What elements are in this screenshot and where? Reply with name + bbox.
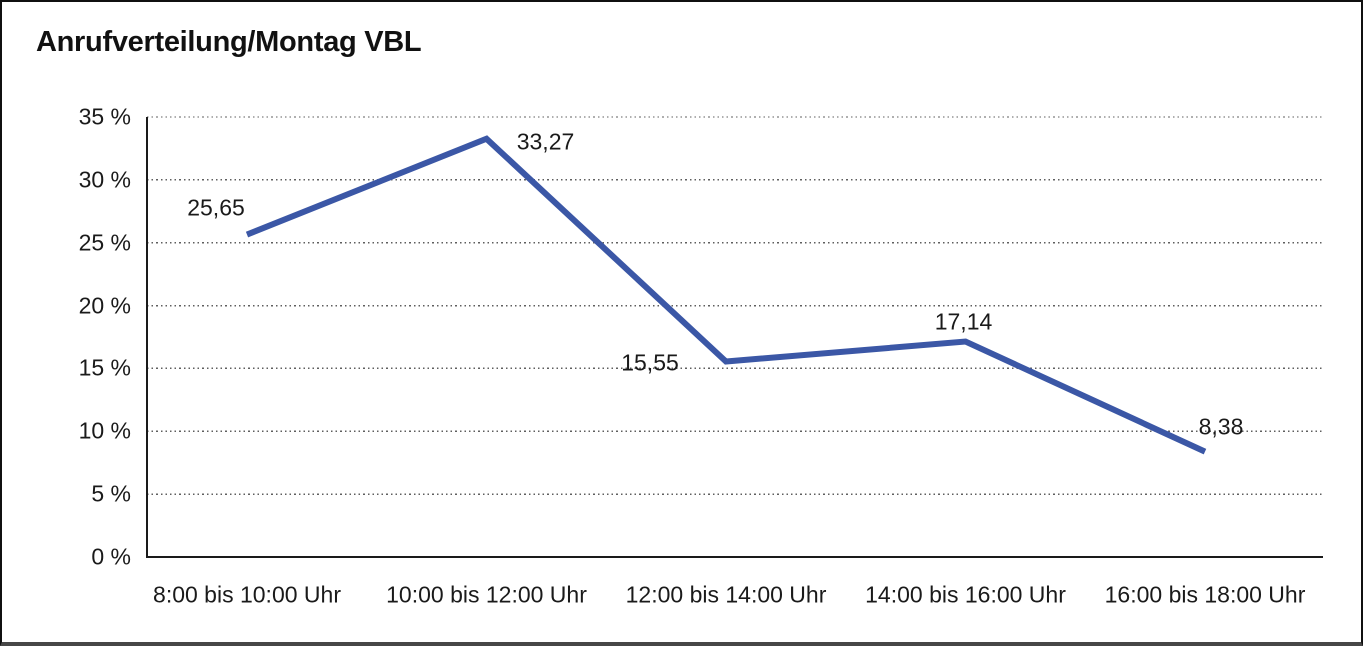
y-axis-tick-label: 35 % bbox=[78, 103, 131, 130]
y-axis-tick-label: 25 % bbox=[78, 229, 131, 256]
x-axis-category-label: 12:00 bis 14:00 Uhr bbox=[625, 581, 827, 607]
y-axis-tick-label: 5 % bbox=[91, 480, 131, 507]
y-axis-tick-label: 20 % bbox=[78, 292, 131, 319]
x-axis-category-label: 8:00 bis 10:00 Uhr bbox=[153, 581, 341, 607]
y-axis-tick-label: 0 % bbox=[91, 543, 131, 570]
data-point-label: 25,65 bbox=[187, 194, 245, 221]
series-line bbox=[245, 135, 1207, 455]
data-point-label: 8,38 bbox=[1198, 413, 1244, 440]
x-axis-category-label: 14:00 bis 16:00 Uhr bbox=[865, 581, 1066, 607]
y-axis-tick-label: 30 % bbox=[78, 166, 131, 193]
y-axis-tick-label: 10 % bbox=[78, 417, 131, 444]
data-point-label: 15,55 bbox=[621, 349, 679, 375]
data-point-label: 33,27 bbox=[516, 128, 575, 155]
x-axis-category-label: 10:00 bis 12:00 Uhr bbox=[386, 581, 587, 607]
x-axis-category-label: 16:00 bis 18:00 Uhr bbox=[1104, 581, 1306, 607]
data-point-label: 17,14 bbox=[934, 308, 993, 335]
y-axis-tick-label: 15 % bbox=[78, 354, 131, 381]
chart-title: Anrufverteilung/Montag VBL bbox=[36, 26, 422, 58]
